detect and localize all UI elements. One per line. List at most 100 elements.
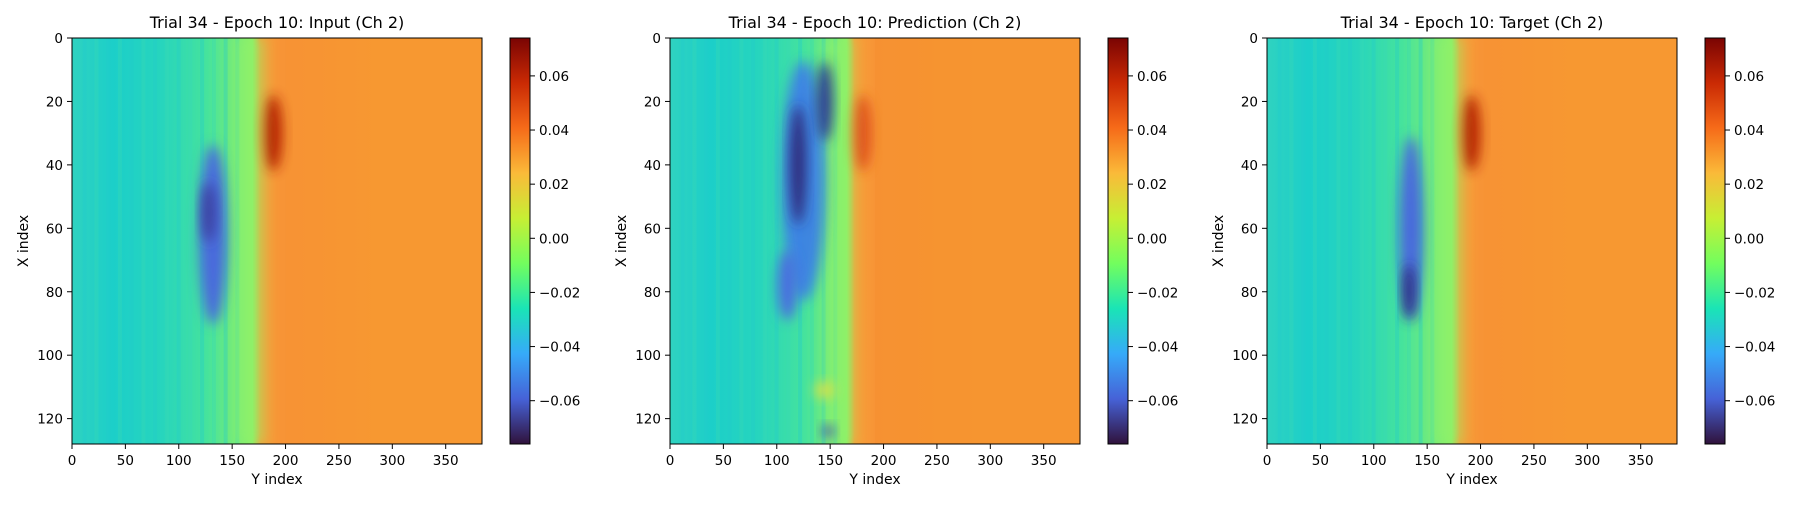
shock-peak bbox=[852, 95, 873, 172]
y-tick-label: 80 bbox=[644, 285, 661, 301]
streak bbox=[1277, 38, 1282, 444]
streak bbox=[106, 38, 111, 444]
x-tick-label: 150 bbox=[817, 453, 843, 469]
x-tick-label: 200 bbox=[871, 453, 897, 469]
x-tick-label: 300 bbox=[1574, 453, 1600, 469]
y-axis-label: X index bbox=[1211, 215, 1227, 267]
colorbar-tick-label: 0.06 bbox=[1137, 69, 1167, 85]
colorbar-tick-label: 0.02 bbox=[539, 177, 569, 193]
y-tick-label: 40 bbox=[46, 158, 63, 174]
streak bbox=[774, 38, 779, 444]
y-tick-label: 80 bbox=[1241, 285, 1258, 301]
post-shock bbox=[875, 38, 1080, 444]
x-tick-label: 250 bbox=[924, 453, 950, 469]
x-tick-label: 100 bbox=[1361, 453, 1387, 469]
colorbar-tick-label: 0.04 bbox=[1734, 123, 1764, 139]
streak bbox=[129, 38, 134, 444]
vortex-core bbox=[790, 104, 807, 225]
streak bbox=[1312, 38, 1317, 444]
streak bbox=[692, 38, 697, 444]
x-tick-label: 0 bbox=[1263, 453, 1272, 469]
x-tick-label: 0 bbox=[666, 453, 675, 469]
pre-shock-band bbox=[1432, 38, 1463, 444]
streak bbox=[1383, 38, 1388, 444]
colorbar: 0.06 0.04 0.02 0.00 −0.02 −0.04 −0.06 bbox=[1704, 37, 1775, 445]
y-tick-label: 100 bbox=[635, 348, 661, 364]
streak bbox=[715, 38, 720, 444]
heatmap-image bbox=[72, 38, 482, 444]
y-tick-label: 20 bbox=[46, 94, 63, 110]
colorbar-tick-label: −0.04 bbox=[539, 340, 580, 356]
streak bbox=[1430, 38, 1435, 444]
colorbar-tick-label: 0.00 bbox=[539, 231, 569, 247]
y-tick-label: 40 bbox=[1241, 158, 1258, 174]
heatmap-panel: 0 50 100 150 200 250 300 350 0 20 40 60 80 100 120 Tria… bbox=[1211, 13, 1775, 488]
y-tick-label: 100 bbox=[37, 348, 63, 364]
x-tick-label: 50 bbox=[1312, 453, 1329, 469]
x-axis-label: Y index bbox=[250, 472, 302, 488]
y-tick-label: 20 bbox=[1241, 94, 1258, 110]
pre-shock-band bbox=[234, 38, 265, 444]
streak bbox=[762, 38, 767, 444]
streak bbox=[739, 38, 744, 444]
post-shock bbox=[1483, 38, 1677, 444]
heatmap-image bbox=[670, 38, 1080, 444]
colorbar-tick-label: 0.00 bbox=[1734, 231, 1764, 247]
streak bbox=[1324, 38, 1329, 444]
x-tick-label: 350 bbox=[1031, 453, 1057, 469]
x-tick-label: 50 bbox=[117, 453, 134, 469]
blob bbox=[814, 382, 835, 399]
x-tick-label: 350 bbox=[433, 453, 459, 469]
streak bbox=[1359, 38, 1364, 444]
x-axis-label: Y index bbox=[848, 472, 900, 488]
y-tick-label: 60 bbox=[46, 221, 63, 237]
streak bbox=[680, 38, 685, 444]
x-tick-label: 200 bbox=[273, 453, 299, 469]
heatmap-panel: 0 50 100 150 200 250 300 350 0 20 40 60 80 100 120 Tria… bbox=[614, 13, 1178, 488]
streak bbox=[1301, 38, 1306, 444]
chart-title: Trial 34 - Epoch 10: Prediction (Ch 2) bbox=[728, 13, 1022, 32]
colorbar-tick-label: −0.06 bbox=[539, 394, 580, 410]
y-axis-label: X index bbox=[16, 215, 32, 267]
streak bbox=[153, 38, 158, 444]
streak bbox=[727, 38, 732, 444]
vortex-core bbox=[816, 61, 833, 142]
colorbar-tick-label: 0.02 bbox=[1137, 177, 1167, 193]
x-tick-label: 300 bbox=[379, 453, 405, 469]
y-tick-label: 120 bbox=[1232, 412, 1258, 428]
streak bbox=[704, 38, 709, 444]
streak bbox=[176, 38, 181, 444]
vortex-tail bbox=[777, 250, 798, 321]
axes-frame bbox=[669, 37, 1081, 445]
shock-peak bbox=[262, 95, 283, 172]
streak bbox=[1395, 38, 1400, 444]
streak bbox=[1348, 38, 1353, 444]
streak bbox=[82, 38, 87, 444]
colorbar-tick-label: −0.02 bbox=[1734, 285, 1775, 301]
blob bbox=[822, 425, 835, 438]
x-axis-label: Y index bbox=[1445, 472, 1497, 488]
streak bbox=[1289, 38, 1294, 444]
x-tick-label: 100 bbox=[764, 453, 790, 469]
y-tick-label: 60 bbox=[644, 221, 661, 237]
y-tick-label: 0 bbox=[1249, 31, 1258, 47]
streak bbox=[1336, 38, 1341, 444]
colorbar-tick-label: −0.02 bbox=[539, 285, 580, 301]
shock-peak bbox=[1460, 95, 1481, 172]
streak bbox=[1371, 38, 1376, 444]
colorbar-tick-label: 0.04 bbox=[539, 123, 569, 139]
colorbar-gradient bbox=[509, 37, 531, 445]
streak bbox=[188, 38, 193, 444]
vortex-core bbox=[201, 182, 216, 243]
x-tick-label: 150 bbox=[1414, 453, 1440, 469]
streak bbox=[94, 38, 99, 444]
streak bbox=[141, 38, 146, 444]
colorbar-tick-label: −0.04 bbox=[1734, 340, 1775, 356]
y-tick-label: 0 bbox=[54, 31, 63, 47]
chart-title: Trial 34 - Epoch 10: Target (Ch 2) bbox=[1340, 13, 1604, 32]
x-tick-label: 50 bbox=[715, 453, 732, 469]
x-tick-label: 0 bbox=[68, 453, 77, 469]
streak bbox=[117, 38, 122, 444]
